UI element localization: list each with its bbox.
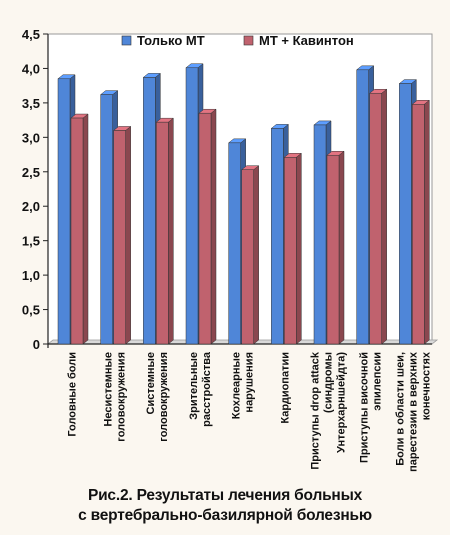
bar	[411, 99, 431, 345]
bar	[155, 117, 175, 345]
bar-front	[185, 67, 199, 345]
bar	[198, 108, 217, 345]
y-tick-label: 2,0	[22, 199, 40, 214]
y-tick-label: 4,5	[22, 27, 40, 42]
bar	[368, 88, 388, 345]
bar-side	[210, 108, 217, 345]
bar-front	[313, 124, 327, 345]
bar-front	[156, 121, 169, 345]
bar-front	[228, 142, 241, 345]
y-tick-label: 4,0	[22, 61, 40, 76]
x-tick-label: Головные боли	[66, 352, 78, 437]
y-tick-label: 0,5	[22, 303, 40, 318]
figure-caption: Рис.2. Результаты лечения больных с верт…	[0, 486, 450, 526]
bar-side	[82, 113, 89, 345]
bars	[57, 63, 431, 345]
bar-side	[381, 88, 387, 345]
bar-front	[369, 92, 382, 345]
bar-front	[326, 154, 340, 345]
y-axis-ticks: 0 0,5 1,0 1,5 2,0 2,5 3,0 3,5 4,0 4,5	[22, 27, 48, 352]
x-tick-label: Зрительныерасстройства	[188, 351, 213, 427]
legend-swatch	[243, 35, 254, 46]
x-tick-label: Кардиопатии	[280, 352, 292, 424]
bar-front	[356, 69, 369, 345]
bar	[283, 152, 303, 345]
bar-side	[424, 99, 430, 345]
bar-side	[296, 152, 302, 345]
category-labels: Головные боли Несистемныеголовокружения Си…	[66, 351, 432, 472]
y-tick-label: 1,0	[22, 268, 40, 283]
bar	[326, 150, 345, 345]
y-tick-label: 1,5	[22, 234, 40, 249]
x-tick-label: Приступы височнойэпилепсии	[359, 352, 384, 463]
y-tick-label: 3,5	[22, 96, 40, 111]
bar	[112, 125, 132, 345]
legend: Только МТ МТ + Кавинтон	[121, 33, 354, 48]
bar-front	[57, 78, 71, 345]
y-tick-label: 2,5	[22, 165, 40, 180]
x-tick-label: Системныеголовокружения	[145, 352, 170, 442]
bar-front	[198, 112, 212, 345]
legend-item: МТ + Кавинтон	[243, 33, 354, 48]
bar	[70, 113, 89, 345]
bar-side	[253, 165, 259, 345]
legend-label: МТ + Кавинтон	[259, 33, 354, 48]
bar-side	[338, 150, 345, 345]
bar-front	[113, 130, 126, 345]
x-tick-label: Кохлеарныенарушения	[231, 352, 256, 419]
x-tick-label: Несистемныеголовокружения	[103, 352, 128, 442]
caption-line-2: с вертебрально-базилярной болезнью	[78, 507, 372, 524]
bar-front	[100, 94, 113, 345]
bar-side	[168, 117, 174, 345]
legend-label: Только МТ	[137, 33, 205, 48]
bar-front	[241, 169, 254, 345]
caption-line-1: Рис.2. Результаты лечения больных	[87, 487, 363, 504]
bar-front	[271, 128, 284, 345]
bar-side	[125, 125, 131, 345]
legend-swatch	[121, 35, 132, 46]
bar-front	[284, 157, 297, 345]
bar-front	[70, 117, 84, 345]
bar-chart: 0 0,5 1,0 1,5 2,0 2,5 3,0 3,5 4,0 4,5 Головные бо…	[22, 27, 439, 472]
x-tick-label: Приступы drop attack(синдромыУнтерхарнше…	[309, 351, 347, 470]
legend-item: Только МТ	[121, 33, 205, 48]
y-tick-label: 3,0	[22, 130, 40, 145]
bar-front	[412, 104, 425, 345]
x-tick-label: Боли в области шеи,парестезии в верхнихк…	[395, 351, 433, 472]
bar-front	[143, 77, 156, 345]
bar	[240, 165, 260, 345]
bar-front	[399, 83, 412, 345]
y-tick-label: 0	[33, 337, 40, 352]
